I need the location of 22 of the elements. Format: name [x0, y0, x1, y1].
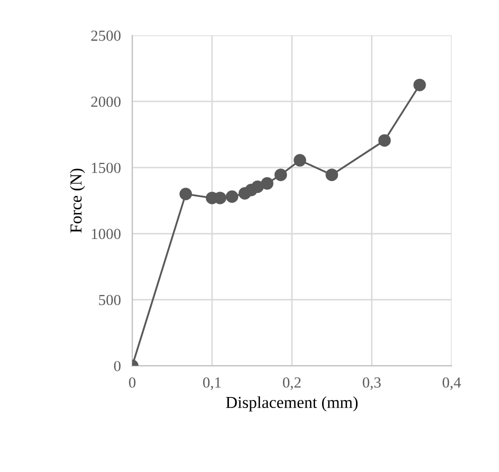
- point: [326, 168, 338, 182]
- x-tick-label: 0,4: [442, 377, 461, 390]
- point: [226, 190, 238, 203]
- point: [274, 168, 287, 182]
- point: [413, 78, 426, 92]
- y-tick-label: 1500: [92, 162, 121, 174]
- y-tick-label: 0: [114, 360, 121, 372]
- x-tick-label: 0,1: [203, 377, 221, 390]
- point: [294, 154, 306, 167]
- point: [260, 177, 274, 190]
- point: [251, 180, 264, 193]
- y-tick-label: 1000: [92, 228, 121, 240]
- y-axis-title: Force (N): [70, 168, 86, 233]
- point: [179, 188, 192, 200]
- x-axis-title: Displacement (mm): [226, 396, 358, 412]
- x-tick-label: 0,3: [362, 377, 381, 390]
- y-tick-label: 2500: [91, 30, 121, 41]
- x-tick-label: 0: [129, 377, 136, 388]
- y-tick-label: 2000: [91, 96, 121, 107]
- x-tick-label: 0,2: [282, 377, 301, 390]
- point: [378, 134, 391, 147]
- y-tick-label: 500: [99, 294, 121, 306]
